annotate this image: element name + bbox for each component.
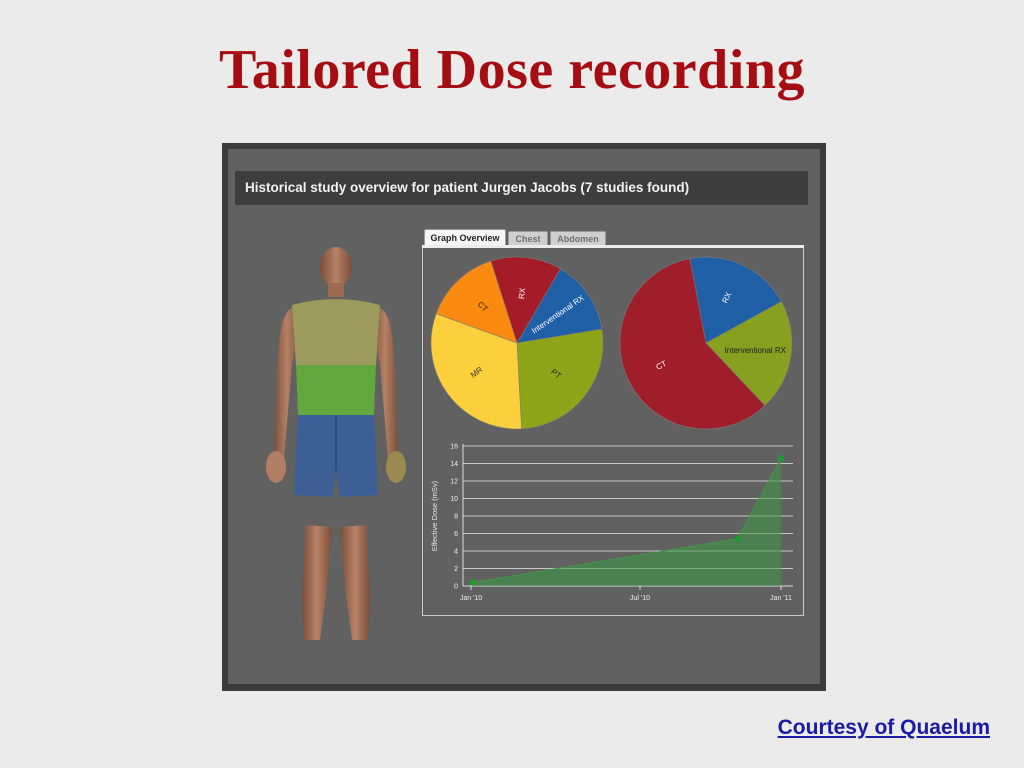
pie2-label-ct: CT	[655, 359, 669, 372]
y-tick-label: 16	[450, 444, 458, 451]
y-tick-label: 12	[450, 479, 458, 486]
courtesy-link[interactable]: Courtesy of Quaelum	[777, 716, 990, 739]
y-tick-label: 2	[454, 566, 458, 573]
graph-overview-panel: RX Interventional RX PT MR CT RX Interventiona…	[422, 248, 804, 616]
tab-underline	[422, 245, 804, 248]
y-tick-label: 14	[450, 461, 458, 468]
charts-canvas: RX Interventional RXPTMRCTRXInterventiona…	[430, 256, 793, 602]
tab-abdomen[interactable]: Abdomen	[550, 231, 606, 246]
dose-area	[472, 458, 781, 586]
pie1-slice-pt	[516, 328, 604, 430]
pie2-slice-interventional-rx	[705, 301, 793, 407]
y-tick-label: 6	[454, 531, 458, 538]
y-tick-label: 0	[454, 584, 458, 591]
x-tick-label: Jan '10	[460, 595, 482, 602]
pie1-slice-interventional-rx	[516, 268, 603, 344]
pie1-slice-ct	[435, 260, 518, 344]
slide-title: Tailored Dose recording	[218, 39, 806, 101]
app-frame: Historical study overview for patient Ju…	[222, 143, 826, 691]
right-arm	[372, 307, 398, 457]
left-arm	[274, 307, 300, 457]
pie2-slice-ct	[619, 258, 766, 430]
x-tick-label: Jul '10	[630, 595, 650, 602]
left-hand	[266, 451, 286, 483]
pie2-slice-rx	[689, 256, 782, 344]
y-tick-label: 10	[450, 496, 458, 503]
neck	[328, 283, 344, 297]
dose-point	[734, 535, 741, 542]
dose-point	[469, 579, 476, 586]
body-model-figure[interactable]	[256, 245, 416, 645]
chest-region[interactable]	[292, 299, 380, 365]
app-window: Historical study overview for patient Ju…	[228, 149, 820, 684]
pie2-label-interventional-rx: Interventional RX	[725, 346, 787, 355]
abdomen-region[interactable]	[296, 365, 376, 415]
body-model[interactable]	[256, 245, 416, 650]
left-leg	[302, 525, 332, 640]
tab-graph-overview[interactable]: Graph Overview	[424, 229, 506, 246]
right-hand	[386, 451, 406, 483]
pie1-label-rx: RX	[517, 287, 527, 300]
pie1-slice-mr	[430, 313, 522, 430]
x-tick-label: Jan '11	[770, 595, 792, 602]
y-axis-label: Effective Dose (mSv)	[430, 480, 439, 551]
right-leg	[340, 525, 370, 640]
head	[320, 247, 352, 287]
dose-point	[777, 455, 785, 462]
pie1-slice-rx	[490, 256, 561, 344]
y-tick-label: 8	[454, 514, 458, 521]
tab-chest[interactable]: Chest	[508, 231, 548, 246]
y-tick-label: 4	[454, 549, 458, 556]
patient-overview-header: Historical study overview for patient Ju…	[235, 171, 808, 205]
